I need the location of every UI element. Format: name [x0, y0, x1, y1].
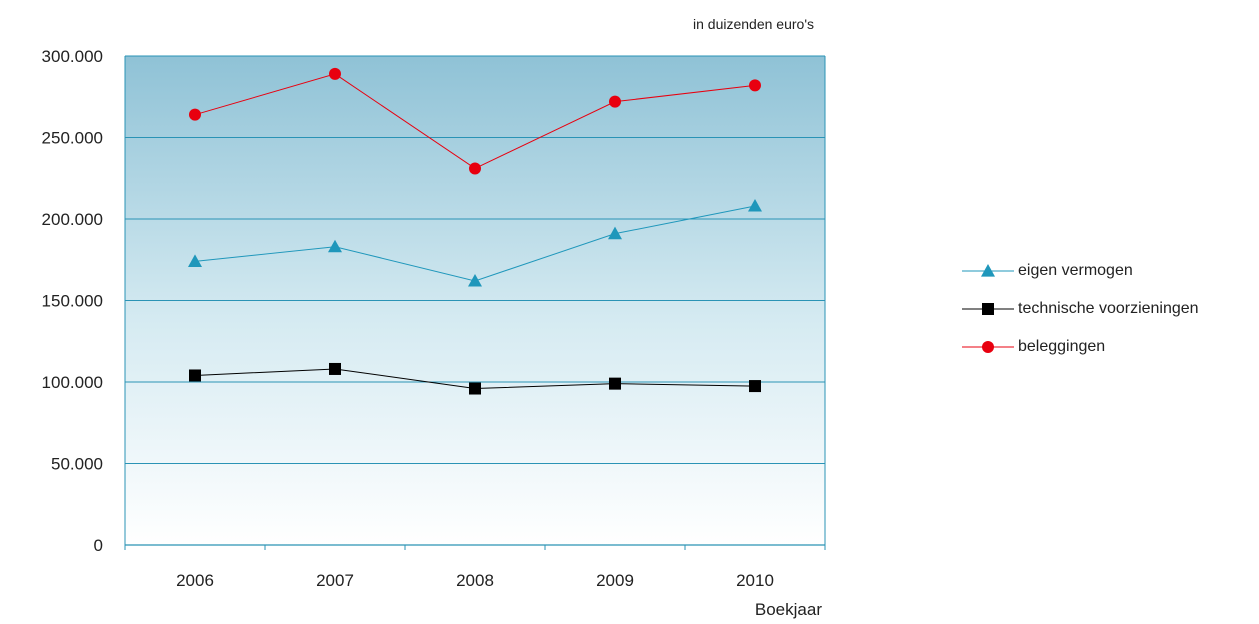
legend: eigen vermogen technische voorzieningen …	[962, 252, 1199, 366]
data-point-beleggingen	[329, 67, 341, 80]
series-layer	[188, 67, 762, 395]
data-point-beleggingen	[749, 79, 761, 92]
legend-swatch-circle	[962, 341, 1014, 353]
data-point-eigen-vermogen	[188, 254, 202, 267]
data-point-beleggingen	[469, 162, 481, 175]
legend-marker	[981, 264, 995, 277]
data-point-technische-voorzieningen	[749, 380, 761, 393]
legend-swatch-square	[962, 303, 1014, 315]
legend-label: beleggingen	[1018, 338, 1106, 355]
data-point-beleggingen	[189, 108, 201, 121]
y-tick-label: 300.000	[42, 47, 103, 66]
legend-swatch-triangle	[962, 264, 1014, 277]
data-point-technische-voorzieningen	[609, 377, 621, 390]
legend-item-technische-voorzieningen: technische voorzieningen	[962, 290, 1199, 328]
y-tick-label: 0	[94, 536, 103, 555]
y-tick-label: 250.000	[42, 129, 103, 148]
series-eigen-vermogen	[188, 198, 762, 287]
legend-item-beleggingen: beleggingen	[962, 328, 1199, 366]
x-tick-label: 2006	[176, 571, 214, 590]
data-point-eigen-vermogen	[328, 239, 342, 253]
data-point-technische-voorzieningen	[189, 369, 201, 382]
y-tick-label: 150.000	[42, 292, 103, 311]
x-axis-title: Boekjaar	[754, 600, 822, 619]
y-tick-label: 50.000	[51, 455, 103, 474]
data-point-technische-voorzieningen	[329, 362, 341, 375]
legend-label: technische voorzieningen	[1018, 300, 1199, 317]
data-point-beleggingen	[609, 95, 621, 108]
axes: 0 50.000 100.000 150.000 200.000 250.000 300.0…	[42, 47, 826, 590]
series-technische-voorzieningen	[189, 362, 761, 395]
data-point-eigen-vermogen	[608, 226, 622, 240]
legend-label: eigen vermogen	[1018, 262, 1133, 279]
gridlines	[125, 55, 825, 464]
unit-label: in duizenden euro's	[693, 16, 814, 32]
x-tick-label: 2008	[456, 571, 494, 590]
legend-marker	[982, 341, 994, 353]
y-tick-label: 200.000	[42, 210, 103, 229]
series-beleggingen	[189, 67, 761, 175]
data-point-eigen-vermogen	[748, 198, 762, 212]
x-tick-label: 2010	[736, 571, 774, 590]
y-tick-label: 100.000	[42, 373, 103, 392]
data-point-eigen-vermogen	[468, 273, 482, 287]
data-point-technische-voorzieningen	[469, 382, 481, 395]
x-tick-label: 2009	[596, 571, 634, 590]
x-tick-label: 2007	[316, 571, 354, 590]
legend-item-eigen-vermogen: eigen vermogen	[962, 252, 1199, 290]
legend-marker	[982, 303, 994, 315]
